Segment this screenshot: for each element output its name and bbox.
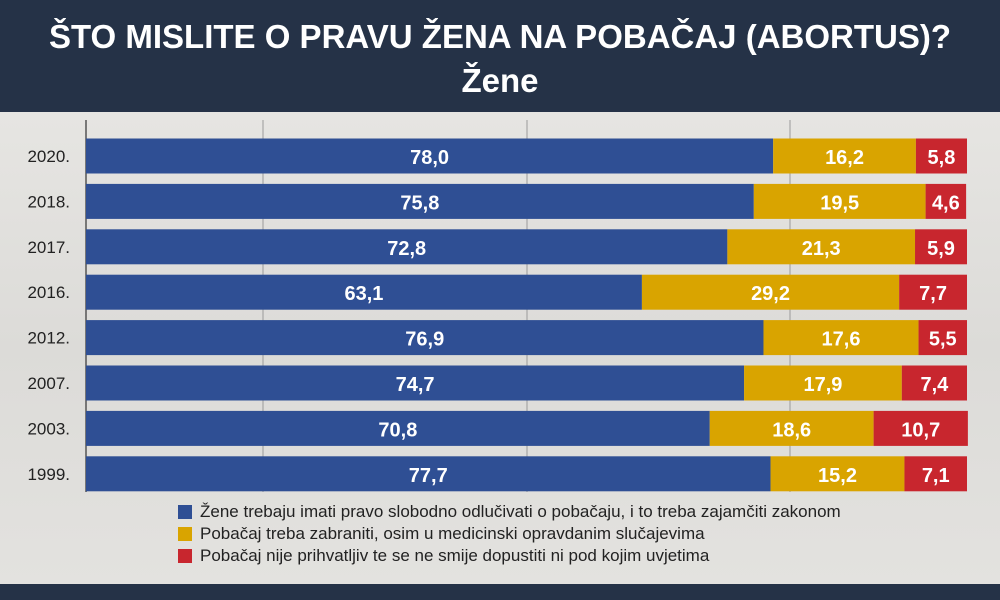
- data-label: 72,8: [387, 238, 426, 260]
- category-label: 2012.: [27, 329, 70, 348]
- category-label: 2003.: [27, 419, 70, 438]
- bar-segment: [753, 183, 926, 219]
- data-label: 7,1: [922, 465, 950, 487]
- bar-segment: [641, 274, 900, 310]
- bar-segment: [770, 456, 905, 492]
- bar-segment: [86, 410, 710, 446]
- bar-segment: [86, 229, 728, 265]
- bar-segment: [925, 183, 967, 219]
- bar-segment: [901, 365, 967, 401]
- data-label: 75,8: [400, 192, 439, 214]
- data-label: 5,8: [928, 147, 956, 169]
- data-label: 16,2: [825, 147, 864, 169]
- data-label: 70,8: [378, 419, 417, 441]
- bar-segment: [918, 320, 967, 356]
- data-label: 7,7: [919, 283, 947, 305]
- data-label: 19,5: [820, 192, 859, 214]
- data-label: 76,9: [405, 329, 444, 351]
- legend-label: Pobačaj nije prihvatljiv te se ne smije …: [200, 546, 710, 565]
- data-label: 5,5: [929, 329, 957, 351]
- data-label: 63,1: [344, 283, 383, 305]
- data-label: 77,7: [409, 465, 448, 487]
- chart-title: ŠTO MISLITE O PRAVU ŽENA NA POBAČAJ (ABO…: [48, 18, 952, 55]
- data-label: 17,9: [803, 374, 842, 396]
- chart-subtitle: Žene: [461, 62, 539, 99]
- data-label: 4,6: [932, 192, 960, 214]
- bar-segment: [86, 274, 642, 310]
- bar-segment: [86, 320, 764, 356]
- bar-segment: [915, 229, 967, 265]
- data-label: 5,9: [927, 238, 955, 260]
- bar-segment: [763, 320, 919, 356]
- data-label: 10,7: [901, 419, 940, 441]
- legend-swatch-blue: [178, 505, 192, 519]
- category-label: 1999.: [27, 465, 70, 484]
- category-label: 2018.: [27, 192, 70, 211]
- category-label: 2016.: [27, 283, 70, 302]
- legend-label: Žene trebaju imati pravo slobodno odluči…: [200, 502, 841, 521]
- category-label: 2017.: [27, 238, 70, 257]
- legend-swatch-red: [178, 549, 192, 563]
- data-label: 29,2: [751, 283, 790, 305]
- data-label: 78,0: [410, 147, 449, 169]
- bar-segment: [709, 410, 874, 446]
- data-label: 15,2: [818, 465, 857, 487]
- data-label: 7,4: [920, 374, 949, 396]
- footer-band: [0, 584, 1000, 600]
- bar-segment: [915, 138, 967, 174]
- bar-segment: [773, 138, 916, 174]
- category-label: 2007.: [27, 374, 70, 393]
- data-label: 18,6: [772, 419, 811, 441]
- bar-segment: [873, 410, 968, 446]
- bar-segment: [86, 138, 774, 174]
- bar-segment: [727, 229, 916, 265]
- data-label: 74,7: [396, 374, 435, 396]
- bar-segment: [899, 274, 967, 310]
- bar-segment: [744, 365, 902, 401]
- legend-swatch-yellow: [178, 527, 192, 541]
- header: ŠTO MISLITE O PRAVU ŽENA NA POBAČAJ (ABO…: [0, 0, 1000, 112]
- bar-segment: [86, 183, 754, 219]
- bar-segment: [86, 365, 745, 401]
- bar-segment: [86, 456, 771, 492]
- data-label: 21,3: [802, 238, 841, 260]
- legend-label: Pobačaj treba zabraniti, osim u medicins…: [200, 524, 705, 543]
- category-label: 2020.: [27, 147, 70, 166]
- data-label: 17,6: [822, 329, 861, 351]
- bar-segment: [904, 456, 967, 492]
